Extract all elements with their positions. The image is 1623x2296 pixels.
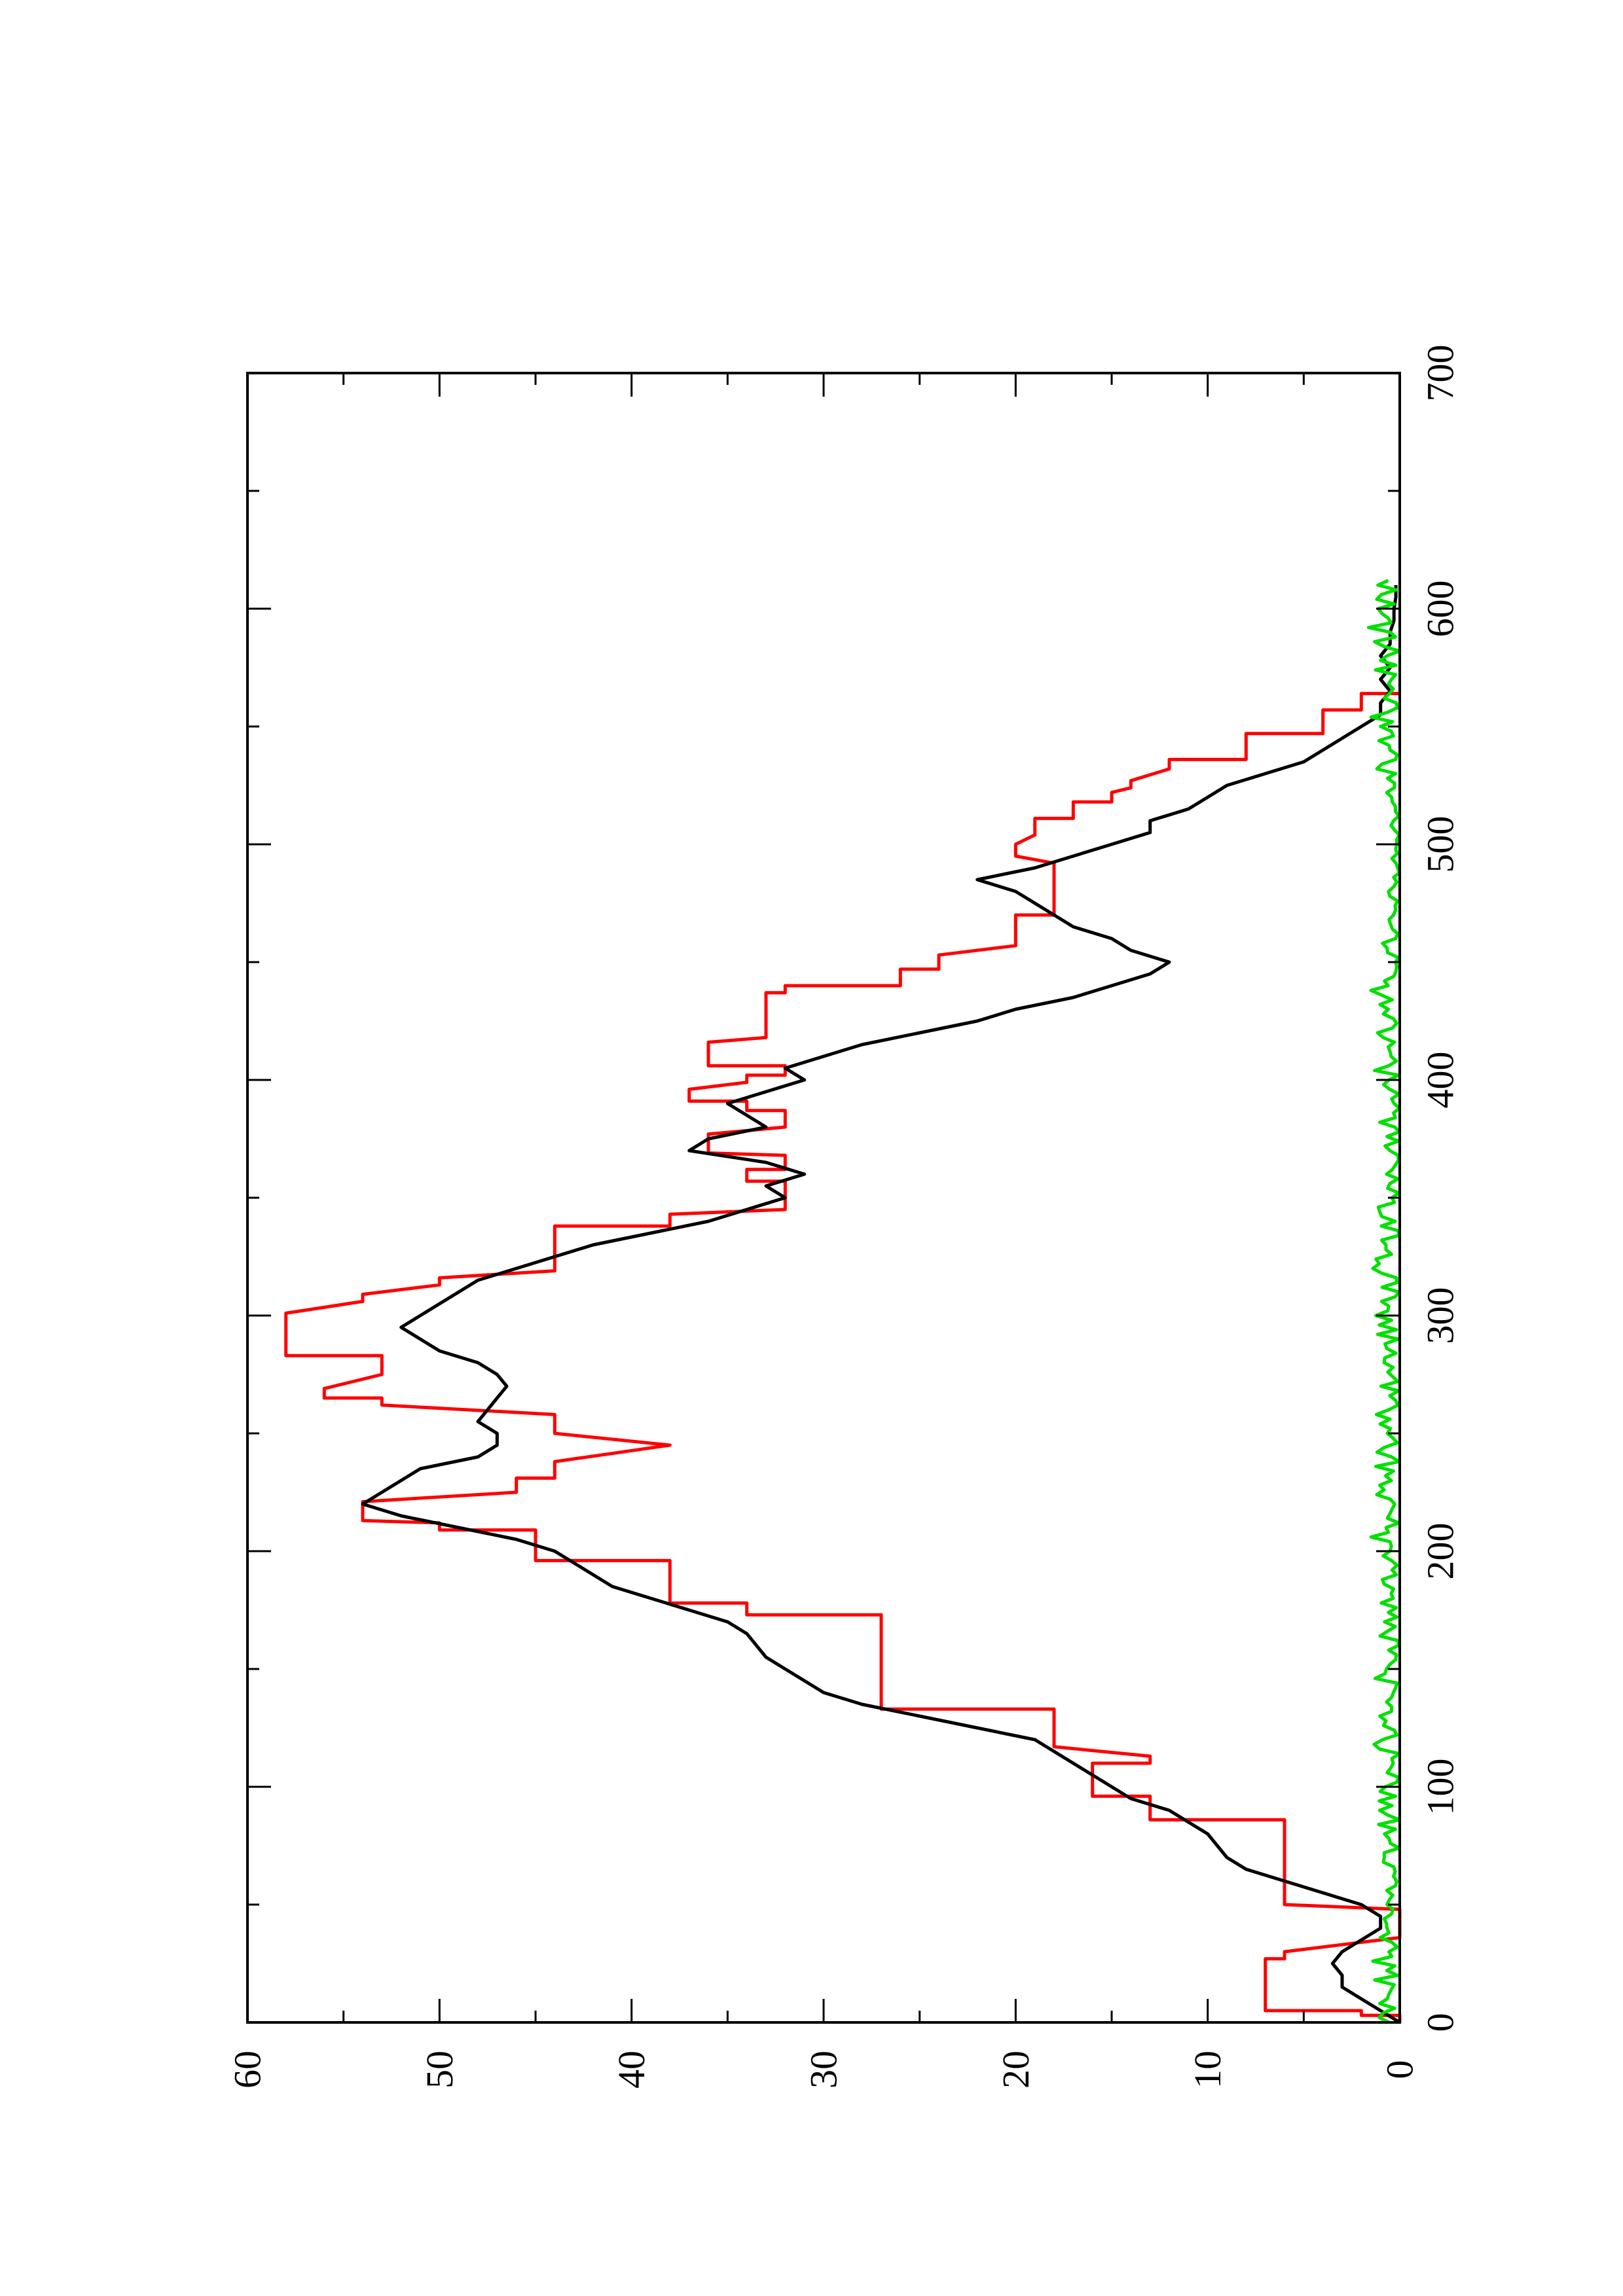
x-tick-label: 500 — [1419, 816, 1462, 873]
x-axis-ticks: 0 100 200 300 400 500 600 700 — [247, 345, 1462, 2032]
y-tick-label: 60 — [227, 2051, 269, 2089]
x-tick-label: 0 — [1419, 2013, 1462, 2032]
y-tick-label: 30 — [803, 2051, 845, 2089]
y-tick-label: 50 — [418, 2051, 461, 2089]
x-tick-label: 200 — [1419, 1523, 1462, 1580]
series-line-0 — [284, 692, 1402, 2022]
x-tick-label: 400 — [1419, 1052, 1462, 1109]
x-tick-label: 100 — [1419, 1759, 1462, 1816]
y-tick-label: 40 — [610, 2051, 653, 2089]
x-tick-label: 600 — [1419, 581, 1462, 637]
x-tick-label: 300 — [1419, 1287, 1462, 1344]
plot-frame — [246, 372, 1401, 2024]
y-tick-label: 10 — [1186, 2051, 1229, 2089]
x-tick-label: 700 — [1419, 345, 1462, 402]
y-tick-label: 0 — [1379, 2060, 1421, 2079]
y-axis-ticks: 0 10 20 30 40 50 60 — [227, 373, 1421, 2089]
series-line-1 — [361, 585, 1401, 2024]
series-line-2 — [1366, 579, 1402, 2024]
y-tick-label: 20 — [994, 2051, 1037, 2089]
plot-area — [284, 579, 1402, 2024]
